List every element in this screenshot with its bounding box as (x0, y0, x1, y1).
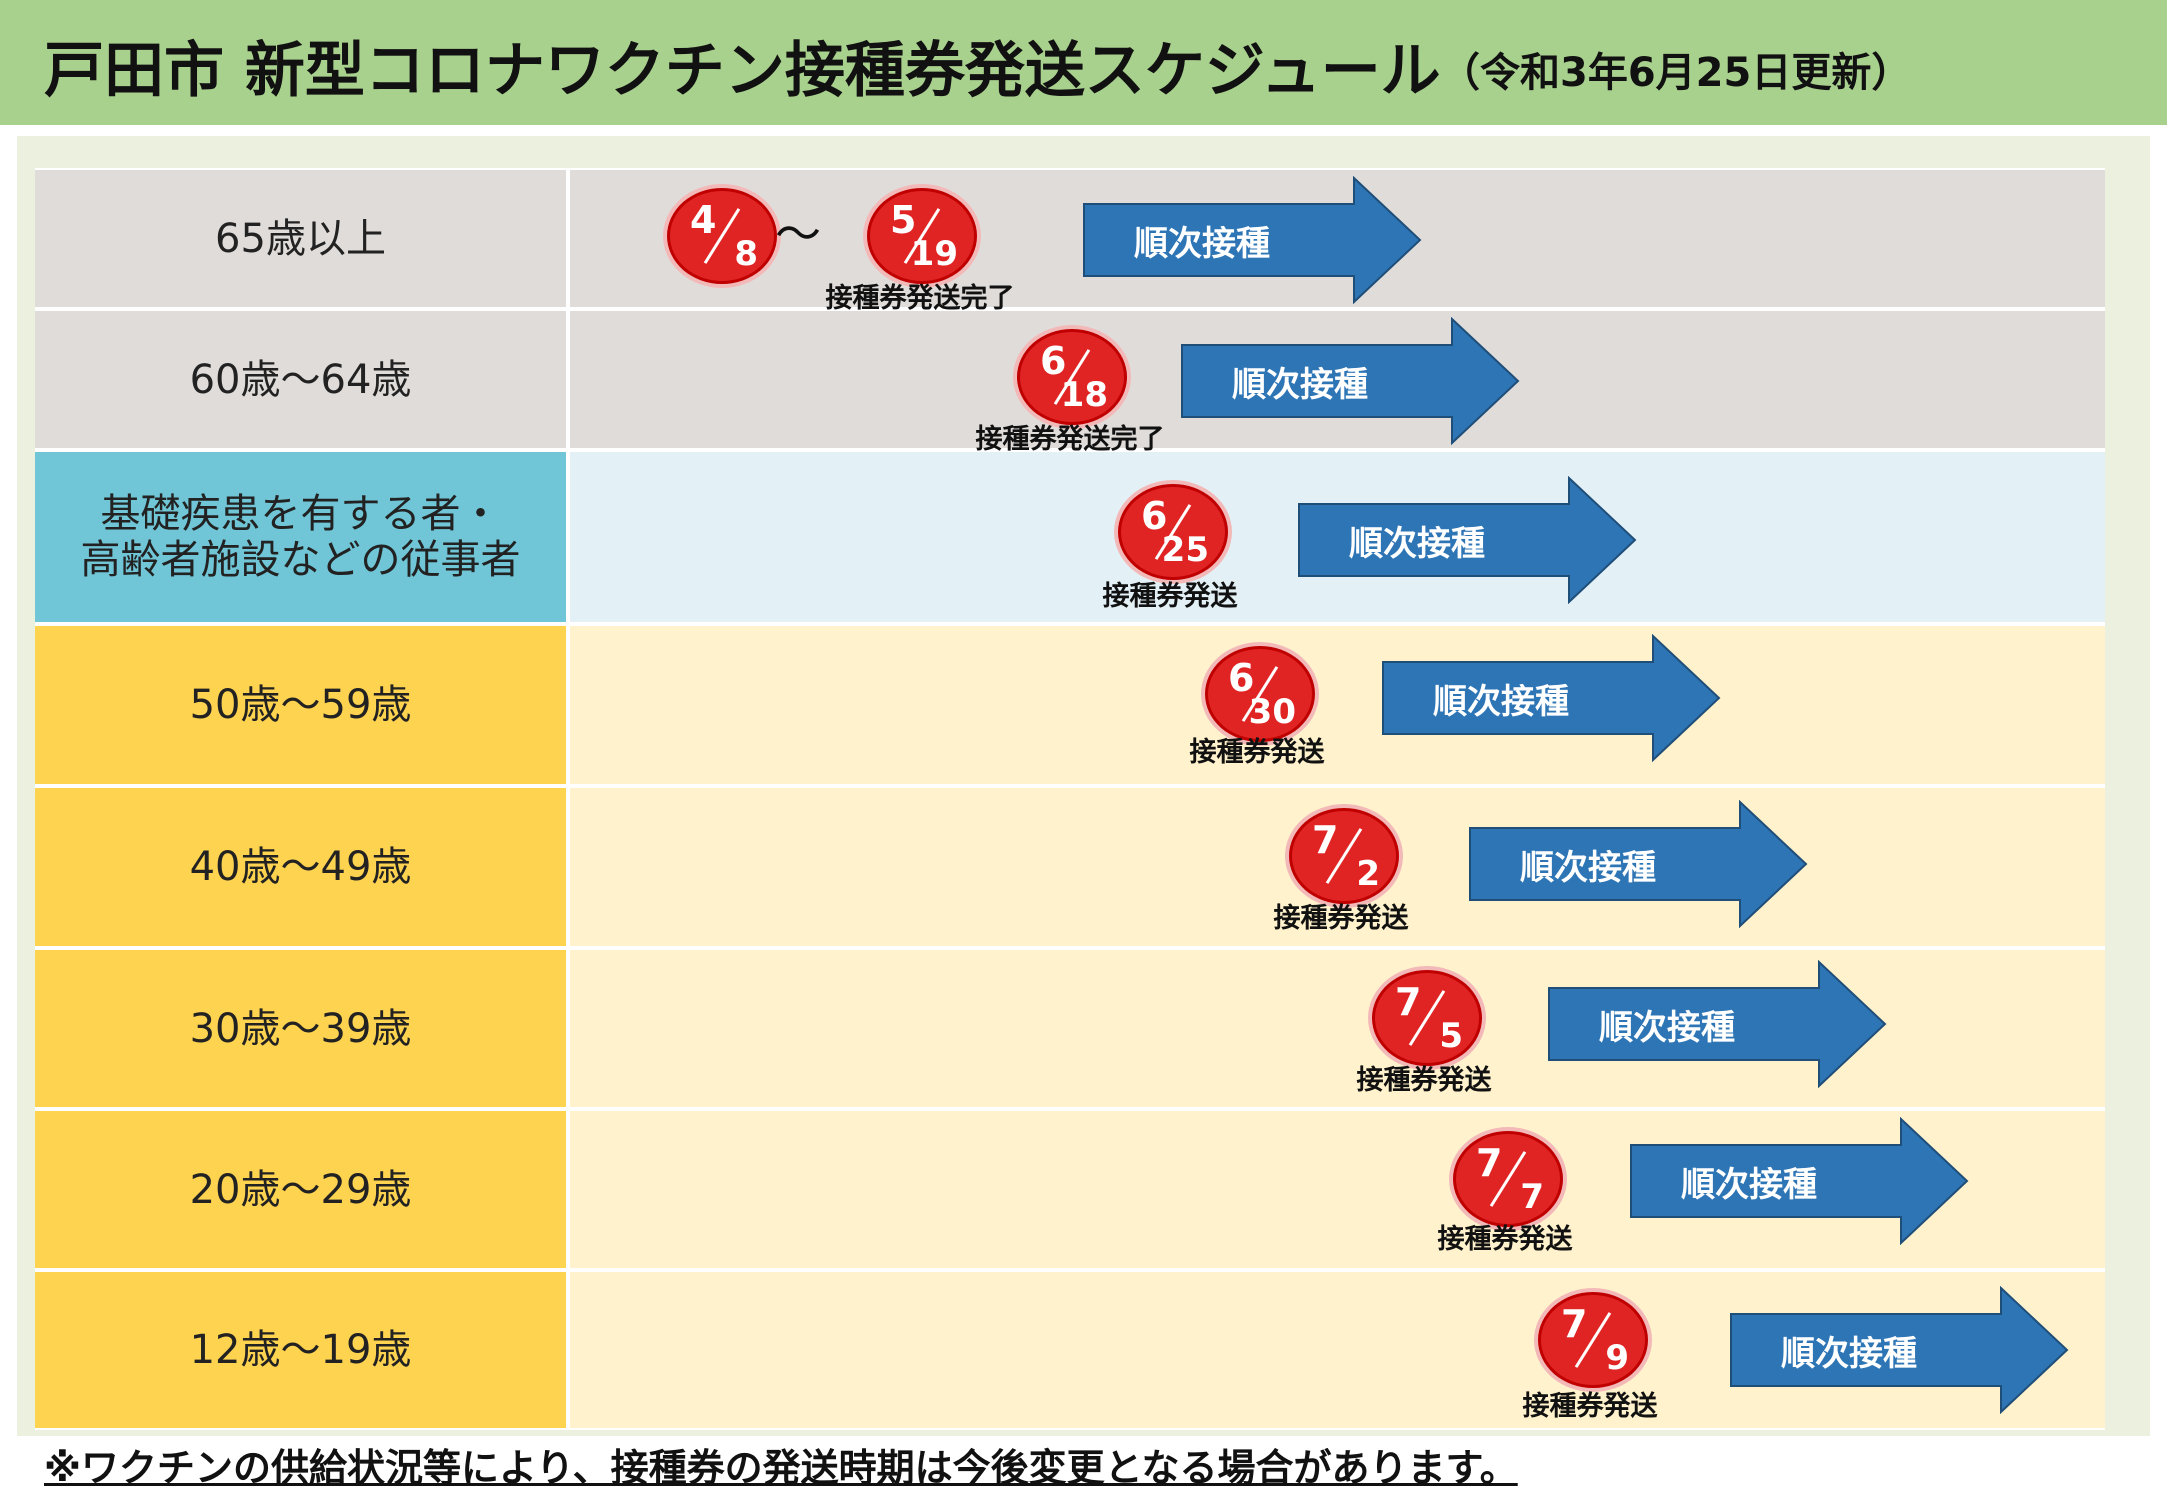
date-badge: 6 18 (1017, 329, 1127, 425)
schedule-row-underlying-conditions: 基礎疾患を有する者・ 高齢者施設などの従事者 6 25 接種券発送 順次接種 (35, 452, 2105, 622)
date-badge: 7 2 (1289, 808, 1399, 904)
date-caption: 接種券発送完了 (825, 283, 1015, 314)
vaccination-arrow: 順次接種 (1297, 476, 1637, 604)
header-bar: 戸田市 新型コロナワクチン接種券発送スケジュール （令和3年6月25日更新） (0, 0, 2167, 125)
vaccination-arrow: 順次接種 (1082, 176, 1422, 304)
row-lane: 7 2 接種券発送 順次接種 (570, 788, 2105, 946)
page-title: 戸田市 新型コロナワクチン接種券発送スケジュール (44, 36, 1441, 106)
schedule-row-12-19: 12歳～19歳 7 9 接種券発送 順次接種 (35, 1272, 2105, 1428)
date-caption: 接種券発送 (1437, 1224, 1573, 1255)
footnote: ※ワクチンの供給状況等により、接種券の発送時期は今後変更となる場合があります。 (44, 1446, 1518, 1490)
vaccination-arrow: 順次接種 (1180, 317, 1520, 445)
row-lane: 4 8 ～ 5 19 接種券発送完了 順次接種 (570, 170, 2105, 314)
row-label: 60歳～64歳 (35, 311, 566, 448)
date-caption: 接種券発送 (1356, 1065, 1492, 1096)
date-badge: 7 7 (1453, 1131, 1563, 1227)
row-label: 40歳～49歳 (35, 788, 566, 946)
vaccination-arrow: 順次接種 (1629, 1117, 1969, 1245)
row-lane: 7 5 接種券発送 順次接種 (570, 950, 2105, 1107)
vaccination-arrow: 順次接種 (1547, 960, 1887, 1088)
date-caption: 接種券発送 (1189, 737, 1325, 768)
row-lane: 7 9 接種券発送 順次接種 (570, 1272, 2105, 1428)
vaccination-arrow: 順次接種 (1468, 800, 1808, 928)
row-lane: 6 30 接種券発送 順次接種 (570, 626, 2105, 784)
row-lane: 6 25 接種券発送 順次接種 (570, 452, 2105, 622)
row-lane: 7 7 接種券発送 順次接種 (570, 1111, 2105, 1268)
row-label: 12歳～19歳 (35, 1272, 566, 1428)
schedule-row-50-59: 50歳～59歳 6 30 接種券発送 順次接種 (35, 626, 2105, 784)
vaccination-arrow: 順次接種 (1381, 634, 1721, 762)
date-badge-start: 4 8 (667, 188, 777, 284)
row-label: 30歳～39歳 (35, 950, 566, 1107)
schedule-row-60-64: 60歳～64歳 6 18 接種券発送完了 順次接種 (35, 311, 2105, 455)
schedule-row-40-49: 40歳～49歳 7 2 接種券発送 順次接種 (35, 788, 2105, 946)
date-badge: 6 30 (1205, 646, 1315, 742)
range-tilde: ～ (775, 207, 821, 261)
row-label: 65歳以上 (35, 170, 566, 307)
row-label: 20歳～29歳 (35, 1111, 566, 1268)
date-caption: 接種券発送完了 (975, 424, 1165, 455)
row-label: 50歳～59歳 (35, 626, 566, 784)
date-caption: 接種券発送 (1273, 903, 1409, 934)
date-badge: 6 25 (1118, 484, 1228, 580)
update-date: （令和3年6月25日更新） (1440, 50, 1912, 96)
schedule-row-20-29: 20歳～29歳 7 7 接種券発送 順次接種 (35, 1111, 2105, 1268)
vaccination-arrow: 順次接種 (1729, 1286, 2069, 1414)
date-caption: 接種券発送 (1522, 1391, 1658, 1422)
date-badge-end: 5 19 (867, 188, 977, 284)
schedule-row-30-39: 30歳～39歳 7 5 接種券発送 順次接種 (35, 950, 2105, 1107)
date-badge: 7 5 (1372, 970, 1482, 1066)
date-caption: 接種券発送 (1102, 581, 1238, 612)
schedule-row-65-plus: 65歳以上 4 8 ～ 5 19 接種券発送完了 順次接種 (35, 170, 2105, 314)
date-badge: 7 9 (1538, 1292, 1648, 1388)
row-lane: 6 18 接種券発送完了 順次接種 (570, 311, 2105, 455)
row-label: 基礎疾患を有する者・ 高齢者施設などの従事者 (35, 452, 566, 622)
